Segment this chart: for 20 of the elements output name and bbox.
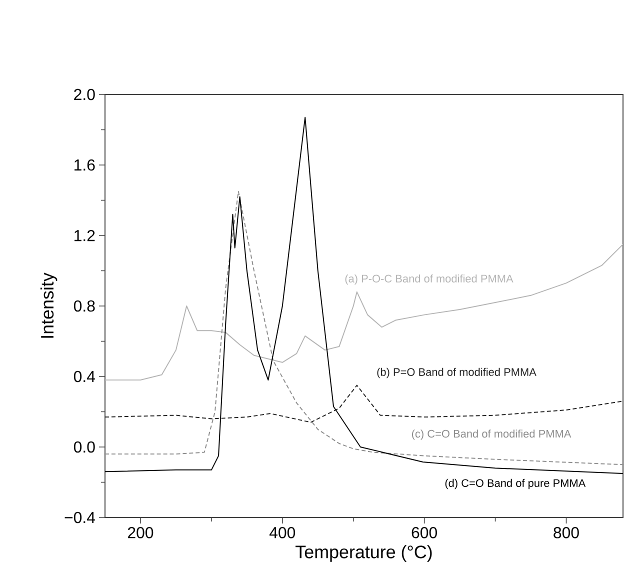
line-series	[105, 384, 624, 423]
y-tick-label: 0.8	[74, 300, 95, 312]
x-tick-label: 600	[412, 526, 437, 538]
x-axis-title: Temperature (°C)	[296, 545, 432, 562]
y-axis-title: Intensity	[40, 272, 58, 338]
x-tick-label: 400	[269, 526, 296, 538]
series-label: (b) P=O Band of modified PMMA	[377, 368, 536, 378]
line-series	[105, 190, 624, 466]
y-tick-label: −0.4	[64, 512, 96, 524]
series-label: (a) P-O-C Band of modified PMMA	[345, 274, 514, 285]
series-label: (d) C=O Band of pure PMMA	[445, 478, 586, 490]
y-tick-label: 2.0	[74, 88, 95, 100]
y-tick-label: 1.2	[74, 230, 95, 241]
y-tick-label: 0.0	[74, 441, 95, 453]
y-tick-label: 1.6	[74, 159, 95, 171]
series-label: (c) C=O Band of modified PMMA	[412, 429, 572, 440]
x-tick-label: 800	[554, 526, 579, 538]
x-tick-label: 200	[128, 526, 154, 538]
y-tick-label: 0.4	[74, 370, 96, 382]
line-series	[105, 116, 624, 474]
